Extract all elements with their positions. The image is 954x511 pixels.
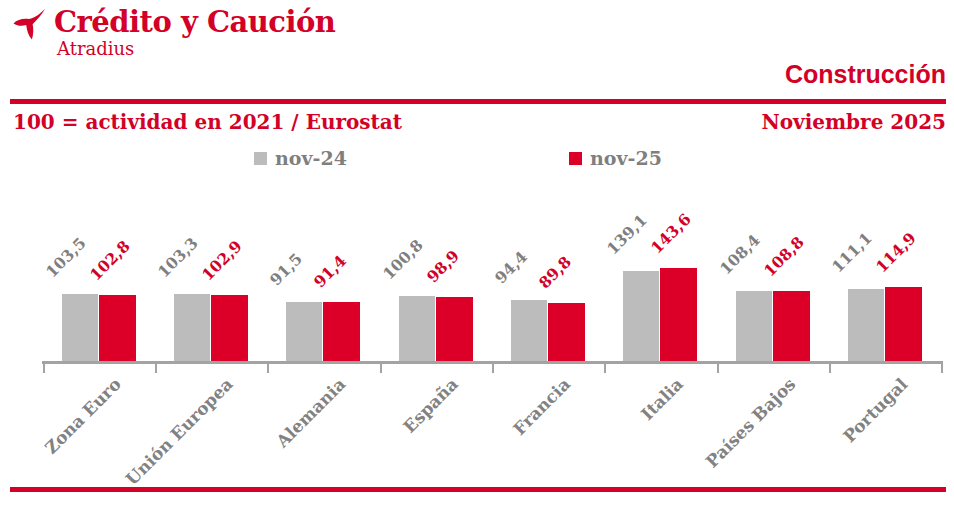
bar-nov-25	[548, 303, 585, 361]
value-label-nov-24: 103,3	[154, 234, 202, 282]
value-label-nov-25: 98,9	[423, 246, 464, 287]
axis-tick	[492, 363, 494, 373]
value-label-nov-24: 108,4	[716, 231, 764, 279]
value-label-nov-24: 94,4	[491, 247, 532, 288]
bar-nov-24	[511, 300, 547, 361]
bar-nov-25	[99, 295, 136, 361]
value-label-nov-24: 139,1	[603, 211, 651, 259]
bar-nov-25	[211, 295, 248, 361]
bar-nov-24	[62, 294, 98, 361]
category-label: España	[399, 374, 462, 437]
category-label: Unión Europea	[122, 374, 237, 489]
category-label: Italia	[636, 374, 686, 424]
axis-tick	[267, 363, 269, 373]
infographic-page: Crédito y Caución Atradius Construcción …	[0, 0, 954, 511]
value-label-nov-25: 143,6	[647, 210, 695, 258]
axis-tick	[717, 363, 719, 373]
bar-nov-24	[848, 289, 884, 361]
value-label-nov-25: 114,9	[872, 228, 920, 276]
axis-tick	[941, 363, 943, 373]
bar-nov-25	[885, 287, 922, 361]
value-label-nov-24: 91,5	[266, 249, 307, 290]
bar-nov-25	[660, 268, 697, 361]
value-label-nov-24: 100,8	[379, 235, 427, 283]
bar-nov-25	[323, 302, 360, 361]
bar-nov-25	[773, 291, 810, 361]
footer-rule	[10, 487, 946, 492]
value-label-nov-25: 102,8	[86, 236, 134, 284]
value-label-nov-24: 103,5	[42, 234, 90, 282]
bar-chart: 103,5102,8 Zona Euro 103,3102,9 Unión Europ…	[0, 0, 954, 511]
bar-nov-25	[436, 297, 473, 361]
category-label: Países Bajos	[701, 374, 799, 472]
bar-nov-24	[399, 296, 435, 361]
value-label-nov-24: 111,1	[828, 229, 876, 277]
bar-nov-24	[736, 291, 772, 361]
value-label-nov-25: 91,4	[310, 251, 351, 292]
category-label: Zona Euro	[41, 374, 125, 458]
axis-tick	[155, 363, 157, 373]
axis-tick	[829, 363, 831, 373]
bar-nov-24	[623, 271, 659, 361]
value-label-nov-25: 89,8	[535, 252, 576, 293]
bar-nov-24	[174, 294, 210, 361]
category-label: Portugal	[839, 374, 911, 446]
axis-tick	[43, 363, 45, 373]
category-label: Francia	[509, 374, 574, 439]
category-label: Alemania	[272, 374, 349, 451]
value-label-nov-25: 108,8	[760, 232, 808, 280]
axis-tick	[380, 363, 382, 373]
axis-tick	[604, 363, 606, 373]
value-label-nov-25: 102,9	[198, 236, 246, 284]
bar-nov-24	[286, 302, 322, 361]
